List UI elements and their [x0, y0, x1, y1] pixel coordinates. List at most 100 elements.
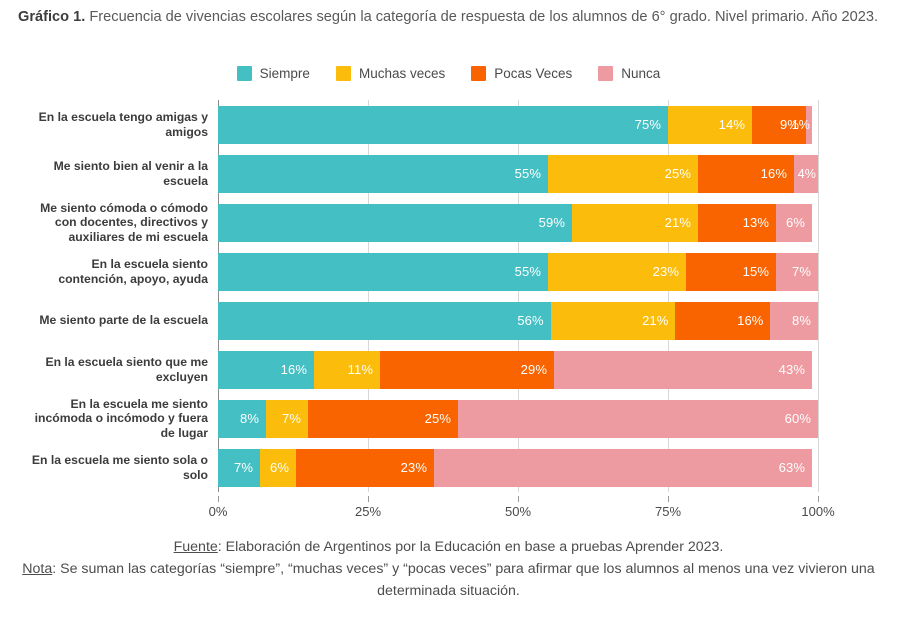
x-axis-tick-label: 100%	[801, 504, 835, 519]
bar-segment[interactable]: 16%	[218, 350, 314, 389]
x-axis-tick-mark	[668, 496, 669, 502]
bar-segment[interactable]: 25%	[548, 154, 698, 193]
footnote-source-line: Fuente: Elaboración de Argentinos por la…	[14, 536, 883, 558]
bar-segment[interactable]: 55%	[218, 154, 548, 193]
bar-segment-label: 6%	[270, 460, 289, 475]
bar-segment-label: 16%	[280, 362, 307, 377]
bar-segment[interactable]: 7%	[776, 252, 818, 291]
bar-segment[interactable]: 59%	[218, 203, 572, 242]
legend-item-label: Pocas Veces	[494, 66, 573, 81]
bar-segment[interactable]: 25%	[308, 399, 458, 438]
bar-segment[interactable]: 6%	[776, 203, 812, 242]
bar-row[interactable]: 7% 6% 23% 63%	[218, 448, 818, 487]
bar-row[interactable]: 55% 23% 15% 7%	[218, 252, 818, 291]
legend-swatch-icon	[471, 66, 487, 81]
x-axis-tick-label: 0%	[208, 504, 228, 519]
bar-segment[interactable]: 56%	[218, 301, 551, 340]
bar-segment[interactable]: 55%	[218, 252, 548, 291]
x-axis-tick-mark	[218, 496, 219, 502]
bar-segment[interactable]: 63%	[434, 448, 812, 487]
category-label-line: Me siento parte de la escuela	[39, 313, 208, 328]
x-axis-tick-mark	[518, 496, 519, 502]
bar-segment-label: 16%	[737, 313, 764, 328]
legend-item[interactable]: Siempre	[236, 66, 310, 81]
bar-segment-label: 8%	[792, 313, 811, 328]
category-label-line: de lugar	[160, 425, 208, 440]
legend-item[interactable]: Nunca	[598, 66, 660, 81]
bar-segment[interactable]: 29%	[380, 350, 554, 389]
bar-row[interactable]: 56% 21% 16% 8%	[218, 301, 818, 340]
legend-swatch-icon	[335, 66, 351, 81]
bar-segment[interactable]: 11%	[314, 350, 380, 389]
bar-segment-label: 13%	[742, 215, 769, 230]
category-label-line: auxiliares de mi escuela	[68, 229, 208, 244]
bar-segment-label: 56%	[517, 313, 544, 328]
bar-segment[interactable]: 16%	[698, 154, 794, 193]
bar-segment[interactable]: 21%	[572, 203, 698, 242]
bar-segment[interactable]: 23%	[296, 448, 434, 487]
bar-segment-label: 25%	[664, 166, 691, 181]
bar-row[interactable]: 8% 7% 25% 60%	[218, 399, 818, 438]
bar-segment[interactable]: 8%	[770, 301, 818, 340]
bar-segment[interactable]: 7%	[218, 448, 260, 487]
bar-segment[interactable]: 13%	[698, 203, 776, 242]
gridline	[668, 100, 669, 492]
bar-segment-label: 43%	[778, 362, 805, 377]
bar-segment-label: 15%	[742, 264, 769, 279]
legend-item[interactable]: Pocas Veces	[471, 66, 572, 81]
bar-segment-label: 29%	[520, 362, 547, 377]
category-label-line: excluyen	[155, 369, 208, 384]
bar-segment[interactable]: 4%	[794, 154, 818, 193]
x-axis-tick-label: 50%	[504, 504, 532, 519]
chart-footnote: Fuente: Elaboración de Argentinos por la…	[14, 536, 883, 602]
category-label-line: Me siento bien al venir a la	[53, 159, 208, 173]
bar-segment-label: 7%	[792, 264, 811, 279]
bar-segment[interactable]: 15%	[686, 252, 776, 291]
legend-item-label: Nunca	[621, 66, 661, 81]
bar-row[interactable]: 75% 14% 9% 1%	[218, 105, 818, 144]
bar-segment-label: 16%	[760, 166, 787, 181]
gridline	[818, 100, 819, 492]
legend-swatch-icon	[598, 66, 614, 81]
category-axis-labels: En la escuela tengo amigas y amigos Me sie…	[0, 100, 208, 492]
bar-segment-label: 75%	[634, 117, 661, 132]
bar-segment[interactable]: 23%	[548, 252, 686, 291]
footnote-note-line: Nota: Se suman las categorías “siempre”,…	[22, 561, 874, 599]
x-axis: 0% 25% 50% 75% 100%	[209, 496, 835, 526]
bar-row[interactable]: 55% 25% 16% 4%	[218, 154, 818, 193]
bar-segment[interactable]: 60%	[458, 399, 818, 438]
category-label-line: En la escuela siento que me	[45, 355, 208, 369]
bar-row[interactable]: 16% 11% 29% 43%	[218, 350, 818, 389]
bar-segment[interactable]: 7%	[266, 399, 308, 438]
bar-segment-label: 11%	[347, 362, 373, 377]
gridline	[518, 100, 519, 492]
bar-segment-label: 7%	[282, 411, 301, 426]
chart-legend: Siempre Muchas veces Pocas Veces Nunca	[0, 66, 897, 81]
bar-segment[interactable]: 14%	[668, 105, 752, 144]
bar-segment-label: 23%	[652, 264, 679, 279]
bar-segment[interactable]: 75%	[218, 105, 668, 144]
plot-region: 75% 14% 9% 1% 55% 25% 16% 4% 59% 21% 13% 6% 55% 23% 15…	[218, 100, 819, 492]
footnote-source-text: : Elaboración de Argentinos por la Educa…	[217, 539, 724, 555]
legend-swatch-icon	[236, 66, 252, 81]
bar-segment-label: 55%	[514, 166, 541, 181]
category-label-line: contención, apoyo, ayuda	[58, 271, 208, 286]
bar-row[interactable]: 59% 21% 13% 6%	[218, 203, 818, 242]
bar-segment[interactable]: 43%	[554, 350, 812, 389]
bar-segment-label: 9%	[780, 117, 799, 132]
chart-area: En la escuela tengo amigas y amigos Me sie…	[0, 96, 897, 496]
bar-segment-label: 25%	[424, 411, 451, 426]
x-axis-tick-label: 25%	[354, 504, 382, 519]
bar-segment[interactable]: 9%	[752, 105, 806, 144]
bar-segment[interactable]: 21%	[550, 301, 676, 340]
bar-segment[interactable]: 6%	[260, 448, 296, 487]
category-label-line: incómoda o incómodo y fuera	[34, 411, 208, 426]
bar-segment-label: 7%	[234, 460, 253, 475]
category-label-line: En la escuela me siento sola o	[31, 453, 208, 467]
category-label: Me siento parte de la escuela	[0, 296, 208, 345]
legend-item[interactable]: Muchas veces	[335, 66, 445, 81]
bar-segment[interactable]: 1%	[792, 105, 812, 144]
bar-segment[interactable]: 8%	[218, 399, 266, 438]
bar-segment[interactable]: 16%	[675, 301, 771, 340]
category-label-line: solo	[182, 467, 208, 482]
